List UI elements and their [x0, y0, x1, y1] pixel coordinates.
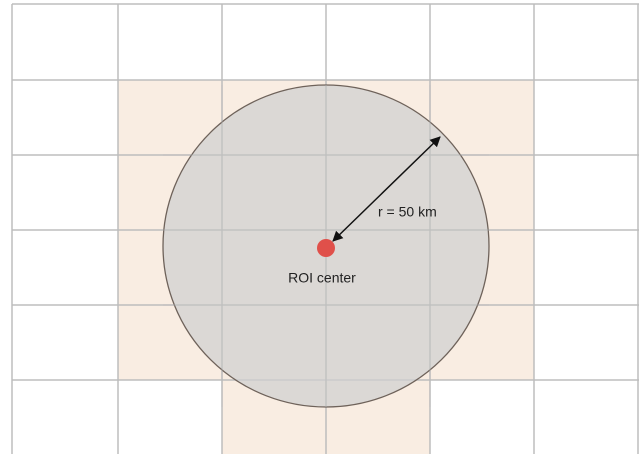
- radius-label: r = 50 km: [378, 204, 437, 220]
- center-label: ROI center: [288, 270, 356, 286]
- center-dot: [317, 239, 335, 257]
- radius-arrow: [332, 136, 441, 242]
